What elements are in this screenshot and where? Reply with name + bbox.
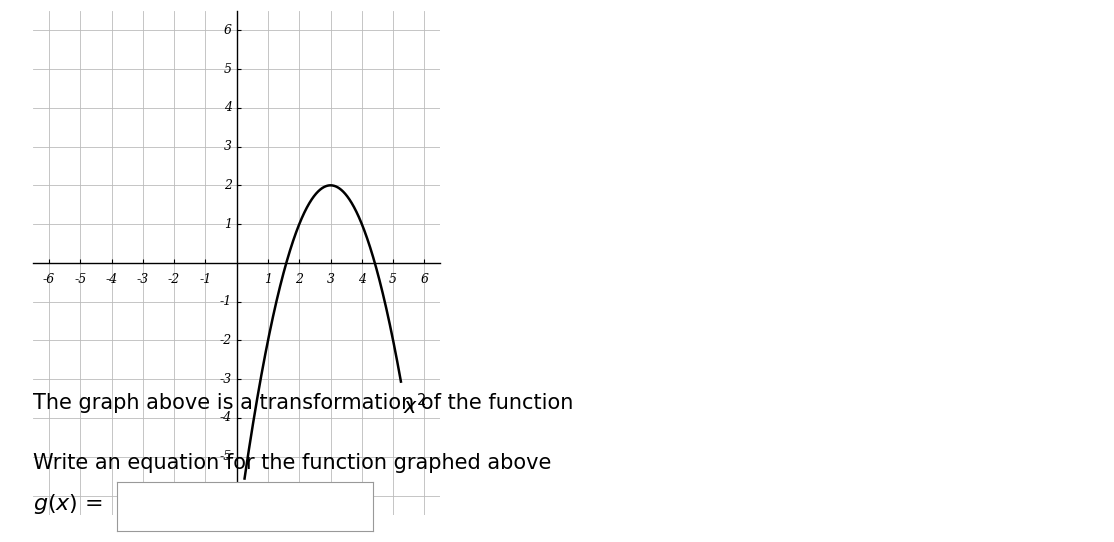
- Text: 1: 1: [224, 217, 232, 230]
- Text: 4: 4: [358, 273, 365, 286]
- Text: 3: 3: [224, 140, 232, 153]
- Text: 5: 5: [224, 62, 232, 75]
- Text: -1: -1: [199, 273, 212, 286]
- Text: The graph above is a transformation of the function: The graph above is a transformation of t…: [33, 393, 580, 413]
- Text: Write an equation for the function graphed above: Write an equation for the function graph…: [33, 453, 551, 473]
- Text: 6: 6: [420, 273, 429, 286]
- Text: -5: -5: [75, 273, 87, 286]
- Text: -3: -3: [137, 273, 149, 286]
- Text: -4: -4: [106, 273, 118, 286]
- Text: $g(x)$ =: $g(x)$ =: [33, 492, 104, 516]
- Text: -4: -4: [219, 411, 232, 424]
- Text: 4: 4: [224, 101, 232, 114]
- Text: -5: -5: [219, 450, 232, 463]
- Text: $x^2$: $x^2$: [403, 393, 427, 418]
- Text: -3: -3: [219, 373, 232, 386]
- Text: 5: 5: [389, 273, 397, 286]
- Text: 6: 6: [224, 24, 232, 37]
- Text: -2: -2: [219, 334, 232, 347]
- Text: 2: 2: [224, 179, 232, 192]
- Text: -1: -1: [219, 295, 232, 308]
- Text: -6: -6: [43, 273, 56, 286]
- Text: 2: 2: [295, 273, 303, 286]
- Text: -6: -6: [219, 489, 232, 502]
- Text: 1: 1: [264, 273, 272, 286]
- Text: -2: -2: [168, 273, 180, 286]
- Text: 3: 3: [326, 273, 334, 286]
